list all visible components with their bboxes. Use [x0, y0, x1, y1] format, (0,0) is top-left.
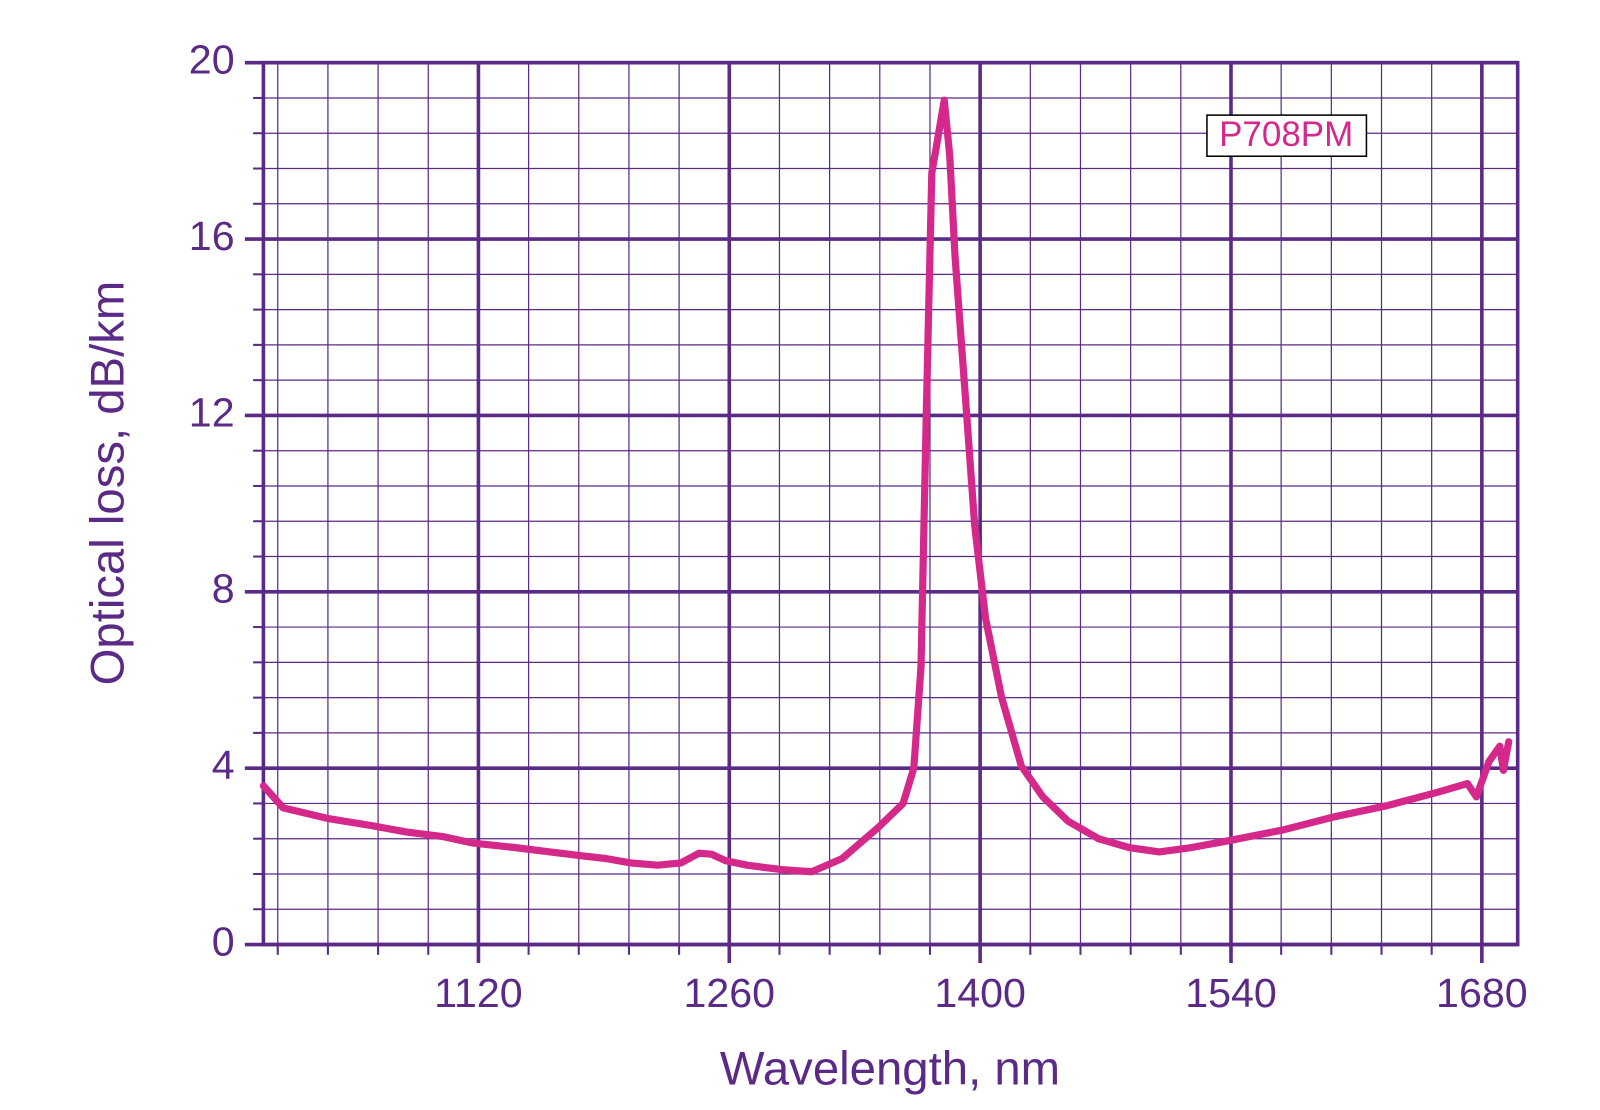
plot-frame — [261, 60, 1520, 947]
x-tick-label: 1540 — [1185, 970, 1277, 1016]
data-line — [259, 96, 1513, 876]
legend-box — [1206, 114, 1368, 157]
y-tick-label: 20 — [189, 37, 235, 83]
x-tick-label: 1680 — [1436, 970, 1528, 1016]
y-tick-label: 12 — [189, 389, 235, 435]
y-tick-label: 8 — [212, 566, 235, 612]
y-tick-label: 0 — [212, 918, 235, 964]
y-tick-label: 16 — [189, 213, 235, 259]
legend-label: P708PM — [1219, 115, 1353, 154]
x-axis-title: Wavelength, nm — [720, 1042, 1060, 1095]
x-tick-label: 1400 — [934, 970, 1026, 1016]
x-tick-label: 1260 — [684, 970, 776, 1016]
y-axis-title: Optical loss, dB/km — [82, 281, 135, 686]
y-tick-label: 4 — [212, 742, 235, 788]
x-tick-label: 1120 — [434, 970, 522, 1016]
